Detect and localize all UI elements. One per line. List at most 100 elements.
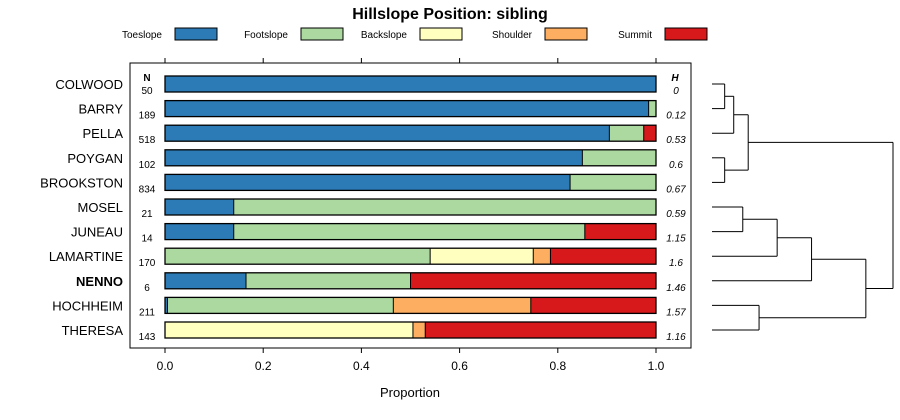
bar-segment [165,272,247,289]
bar-segment [165,76,656,92]
legend: Toeslope Footslope Backslope Shoulder Summit [122,27,708,41]
x-tick-label: 1.0 [648,359,665,373]
chart-title: Hillslope Position: sibling [352,6,548,23]
n-header: N [143,73,150,84]
x-tick-label: 0.6 [451,359,468,373]
bar-segment [410,272,656,289]
n-value: 143 [139,332,156,343]
n-value: 50 [141,86,153,97]
bar-outline [164,75,657,93]
bar-segment [165,322,413,338]
n-value: 211 [139,307,155,318]
legend-label: Footslope [244,30,288,41]
bars [164,75,657,339]
bar-segment [165,248,431,265]
h-value: 0.12 [666,111,686,122]
bar-outline [164,247,657,265]
bar-segment [233,223,585,240]
h-value: 0.53 [666,135,686,146]
bar-outline [164,321,657,339]
bar-segment [648,100,656,117]
h-value: 1.15 [666,234,686,245]
bar-segment [533,248,551,265]
h-value: 0 [673,86,679,97]
x-tick-label: 0.0 [157,359,174,373]
bar-segment [165,223,234,240]
n-value: 14 [141,234,153,245]
bar-segment [530,297,656,314]
row-label: POYGAN [67,151,123,166]
row-labels: COLWOOD 50 0 BARRY 189 0.12 PELLA 518 0.53 POYGAN… [40,77,686,343]
legend-label: Backslope [361,30,408,41]
x-axis: 0.0 0.2 0.4 0.6 0.8 1.0 [157,348,665,373]
bar-outline [164,296,657,315]
row-label: JUNEAU [71,225,123,240]
x-tick-label: 0.4 [353,359,370,373]
dendrogram [712,83,894,331]
n-value: 189 [139,111,156,122]
row-label: NENNO [76,274,123,289]
bar-outline [164,124,657,142]
n-value: 834 [139,184,156,195]
legend-swatch [419,27,463,41]
x-tick-label: 0.2 [255,359,272,373]
row-label: PELLA [83,126,124,141]
bar-segment [165,199,234,215]
bar-outline [164,222,657,241]
bar-segment [165,149,583,166]
bar-segment [165,100,649,117]
bar-segment [412,322,426,338]
n-value: 102 [139,160,156,171]
legend-label: Toeslope [122,30,162,41]
top-axis-ticks [164,58,657,63]
row-label: HOCHHEIM [52,298,123,313]
x-tick-label: 0.8 [549,359,566,373]
bar-outline [164,173,657,192]
row-label: BARRY [78,102,123,117]
row-label: COLWOOD [55,77,123,92]
legend-swatch [664,27,708,41]
legend-swatch [300,27,344,41]
bar-segment [165,174,571,191]
x-axis-title: Proportion [380,385,440,400]
legend-label: Shoulder [492,30,533,41]
bar-segment [570,174,656,191]
bar-segment [609,125,644,142]
bar-segment [246,272,411,289]
bar-segment [430,248,534,265]
bar-segment [582,149,656,166]
bar-segment [643,125,656,142]
legend-swatch [174,27,218,41]
n-value: 6 [144,283,150,294]
h-value: 0.59 [666,209,686,220]
row-label: MOSEL [77,200,123,215]
bar-outline [164,99,657,118]
h-value: 1.16 [666,332,686,343]
bar-outline [164,198,657,216]
h-value: 1.57 [666,307,686,318]
bar-segment [425,322,656,338]
row-label: LAMARTINE [49,249,123,264]
n-value: 518 [139,135,156,146]
legend-swatch [544,27,588,41]
n-value: 170 [139,258,156,269]
bar-segment [165,297,168,314]
h-value: 1.6 [669,258,683,269]
bar-segment [167,297,394,314]
h-value: 1.46 [666,283,686,294]
h-value: 0.67 [666,184,686,195]
bar-segment [550,248,656,265]
h-value: 0.6 [669,160,683,171]
legend-label: Summit [618,30,652,41]
bar-segment [233,199,657,215]
row-label: BROOKSTON [40,175,123,190]
row-label: THERESA [62,323,124,338]
n-value: 21 [141,209,153,220]
h-header: H [671,73,679,84]
plot-frame [129,62,692,349]
bar-segment [584,223,656,240]
bar-segment [165,125,610,142]
bar-outline [164,149,657,167]
bar-segment [393,297,531,314]
